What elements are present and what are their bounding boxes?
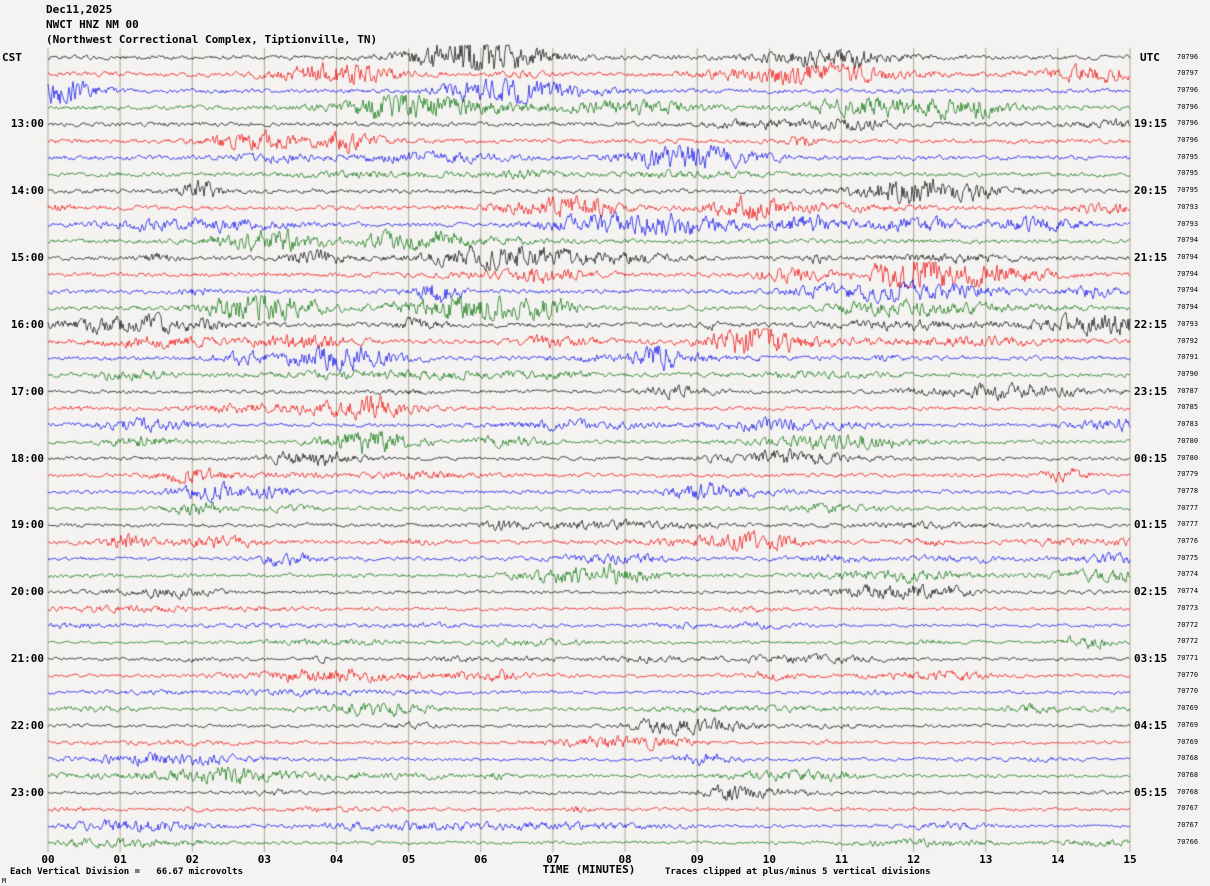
header-station-location: (Northwest Correctional Complex, Tiption… <box>46 33 378 46</box>
x-axis-title: TIME (MINUTES) <box>542 863 636 876</box>
clipping-note: Traces clipped at plus/minus 5 vertical … <box>665 867 931 877</box>
header-date: Dec11,2025 <box>46 3 113 16</box>
corner-mark: M <box>2 877 7 885</box>
left-axis-timezone-label: CST <box>2 51 22 64</box>
header-station-code: NWCT HNZ NM 00 <box>46 18 139 31</box>
vertical-division-scale-note: Each Vertical Division = 66.67 microvolt… <box>10 867 243 877</box>
right-axis-timezone-label: UTC <box>1140 51 1160 64</box>
